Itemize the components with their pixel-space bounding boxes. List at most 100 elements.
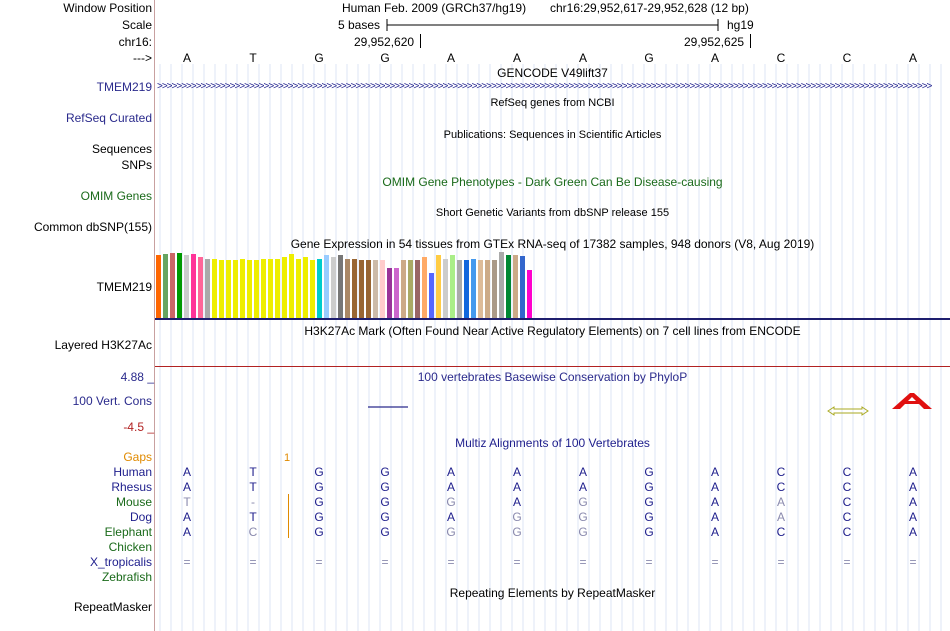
- h3k27ac-label[interactable]: Layered H3K27Ac: [54, 338, 152, 352]
- gtex-tissue-bar[interactable]: [233, 260, 238, 318]
- species-label[interactable]: Mouse: [115, 495, 152, 509]
- gtex-tissue-bar[interactable]: [352, 259, 357, 318]
- snps-label[interactable]: SNPs: [121, 158, 152, 172]
- gtex-tissue-bar[interactable]: [303, 257, 308, 318]
- gaps-value: 1: [284, 452, 291, 464]
- gtex-tissue-bar[interactable]: [226, 260, 231, 318]
- aligned-base: G: [578, 525, 588, 539]
- gtex-tissue-bar[interactable]: [415, 260, 420, 318]
- gtex-tissue-bar[interactable]: [450, 255, 455, 318]
- gtex-tissue-bar[interactable]: [345, 259, 350, 318]
- gtex-tissue-bar[interactable]: [394, 268, 399, 318]
- gtex-tissue-bar[interactable]: [513, 255, 518, 318]
- gtex-tissue-bar[interactable]: [275, 259, 280, 318]
- gtex-tissue-bar[interactable]: [324, 255, 329, 318]
- refseq-label[interactable]: RefSeq Curated: [65, 111, 152, 125]
- gaps-label[interactable]: Gaps: [123, 450, 152, 464]
- aligned-base: =: [777, 555, 785, 569]
- gtex-tissue-bar[interactable]: [429, 273, 434, 318]
- gtex-tissue-bar[interactable]: [240, 259, 245, 318]
- dbsnp-label[interactable]: Common dbSNP(155): [33, 220, 152, 234]
- gtex-tissue-bar[interactable]: [506, 255, 511, 318]
- aligned-base: G: [644, 495, 654, 509]
- gtex-tissue-bar[interactable]: [422, 257, 427, 318]
- gtex-tissue-bar[interactable]: [408, 260, 413, 318]
- gtex-tissue-bar[interactable]: [254, 260, 259, 318]
- gtex-tissue-bar[interactable]: [212, 259, 217, 318]
- gtex-tissue-bar[interactable]: [478, 260, 483, 318]
- gtex-tissue-bar[interactable]: [471, 259, 476, 318]
- species-label[interactable]: Chicken: [108, 540, 152, 554]
- aligned-base: G: [314, 510, 324, 524]
- gtex-tissue-bar[interactable]: [436, 255, 441, 318]
- gtex-tissue-bar[interactable]: [163, 254, 168, 318]
- gtex-tissue-bar[interactable]: [317, 259, 322, 318]
- gtex-tissue-bar[interactable]: [380, 260, 385, 318]
- aligned-base: T: [249, 465, 257, 479]
- gtex-tissue-bar[interactable]: [310, 260, 315, 318]
- gtex-tissue-bar[interactable]: [184, 255, 189, 318]
- gtex-tissue-bar[interactable]: [219, 260, 224, 318]
- gtex-tissue-bar[interactable]: [331, 257, 336, 318]
- aligned-base: A: [908, 525, 917, 539]
- position-text: chr16:29,952,617-29,952,628 (12 bp): [550, 1, 749, 15]
- gtex-label[interactable]: TMEM219: [96, 280, 152, 294]
- gtex-tissue-bar[interactable]: [520, 256, 525, 318]
- gtex-tissue-bar[interactable]: [527, 270, 532, 318]
- omim-label[interactable]: OMIM Genes: [80, 189, 152, 203]
- gtex-tissue-bar[interactable]: [443, 259, 448, 318]
- repeat-label[interactable]: RepeatMasker: [73, 600, 152, 614]
- gtex-tissue-bar[interactable]: [156, 255, 161, 318]
- aligned-base: A: [446, 480, 455, 494]
- gtex-tissue-bar[interactable]: [338, 255, 343, 318]
- aligned-base: G: [512, 525, 522, 539]
- gtex-tissue-bar[interactable]: [177, 253, 182, 318]
- gtex-tissue-bar[interactable]: [359, 260, 364, 318]
- gtex-tissue-bar[interactable]: [296, 259, 301, 318]
- species-label[interactable]: Human: [113, 465, 152, 479]
- gtex-tissue-bar[interactable]: [366, 260, 371, 318]
- gtex-bar-chart[interactable]: [156, 252, 536, 318]
- aligned-base: A: [710, 510, 719, 524]
- gtex-tissue-bar[interactable]: [289, 254, 294, 318]
- gtex-tissue-bar[interactable]: [261, 259, 266, 318]
- gtex-tissue-bar[interactable]: [205, 259, 210, 318]
- gtex-tissue-bar[interactable]: [191, 254, 196, 318]
- gtex-tissue-bar[interactable]: [247, 260, 252, 318]
- gene-strand-arrows[interactable]: >>>>>>>>>>>>>>>>>>>>>>>>>>>>>>>>>>>>>>>>…: [157, 81, 932, 92]
- aligned-base: C: [776, 480, 786, 494]
- aligned-base: G: [644, 465, 654, 479]
- gtex-title: Gene Expression in 54 tissues from GTEx …: [290, 237, 815, 251]
- gtex-tissue-bar[interactable]: [170, 253, 175, 318]
- reference-base: A: [446, 51, 455, 65]
- chrom-label: chr16:: [118, 35, 152, 49]
- species-label[interactable]: Zebrafish: [101, 570, 152, 584]
- gtex-tissue-bar[interactable]: [373, 260, 378, 318]
- gtex-tissue-bar[interactable]: [401, 260, 406, 318]
- dbsnp-title: Short Genetic Variants from dbSNP releas…: [435, 207, 670, 219]
- gtex-tissue-bar[interactable]: [198, 257, 203, 318]
- sequences-label[interactable]: Sequences: [91, 142, 152, 156]
- gencode-label[interactable]: TMEM219: [96, 80, 152, 94]
- gtex-tissue-bar[interactable]: [492, 260, 497, 318]
- gtex-tissue-bar[interactable]: [282, 257, 287, 318]
- phylop-label[interactable]: 100 Vert. Cons: [72, 394, 152, 408]
- reference-base: G: [314, 51, 324, 65]
- gtex-tissue-bar[interactable]: [485, 260, 490, 318]
- gtex-tissue-bar[interactable]: [387, 268, 392, 318]
- coord-1-tick: [420, 34, 421, 48]
- gtex-tissue-bar[interactable]: [268, 259, 273, 318]
- aligned-base: A: [710, 480, 719, 494]
- publications-title: Publications: Sequences in Scientific Ar…: [443, 129, 662, 141]
- phylop-max: 4.88 _: [120, 370, 154, 384]
- gtex-tissue-bar[interactable]: [464, 260, 469, 318]
- h3k27ac-separator: [155, 366, 950, 367]
- species-label[interactable]: Rhesus: [111, 480, 152, 494]
- gtex-tissue-bar[interactable]: [457, 260, 462, 318]
- species-label[interactable]: Dog: [129, 510, 152, 524]
- aligned-base: T: [249, 480, 257, 494]
- species-label[interactable]: X_tropicalis: [89, 555, 152, 569]
- reference-base: G: [644, 51, 654, 65]
- gtex-tissue-bar[interactable]: [499, 252, 504, 318]
- species-label[interactable]: Elephant: [104, 525, 152, 539]
